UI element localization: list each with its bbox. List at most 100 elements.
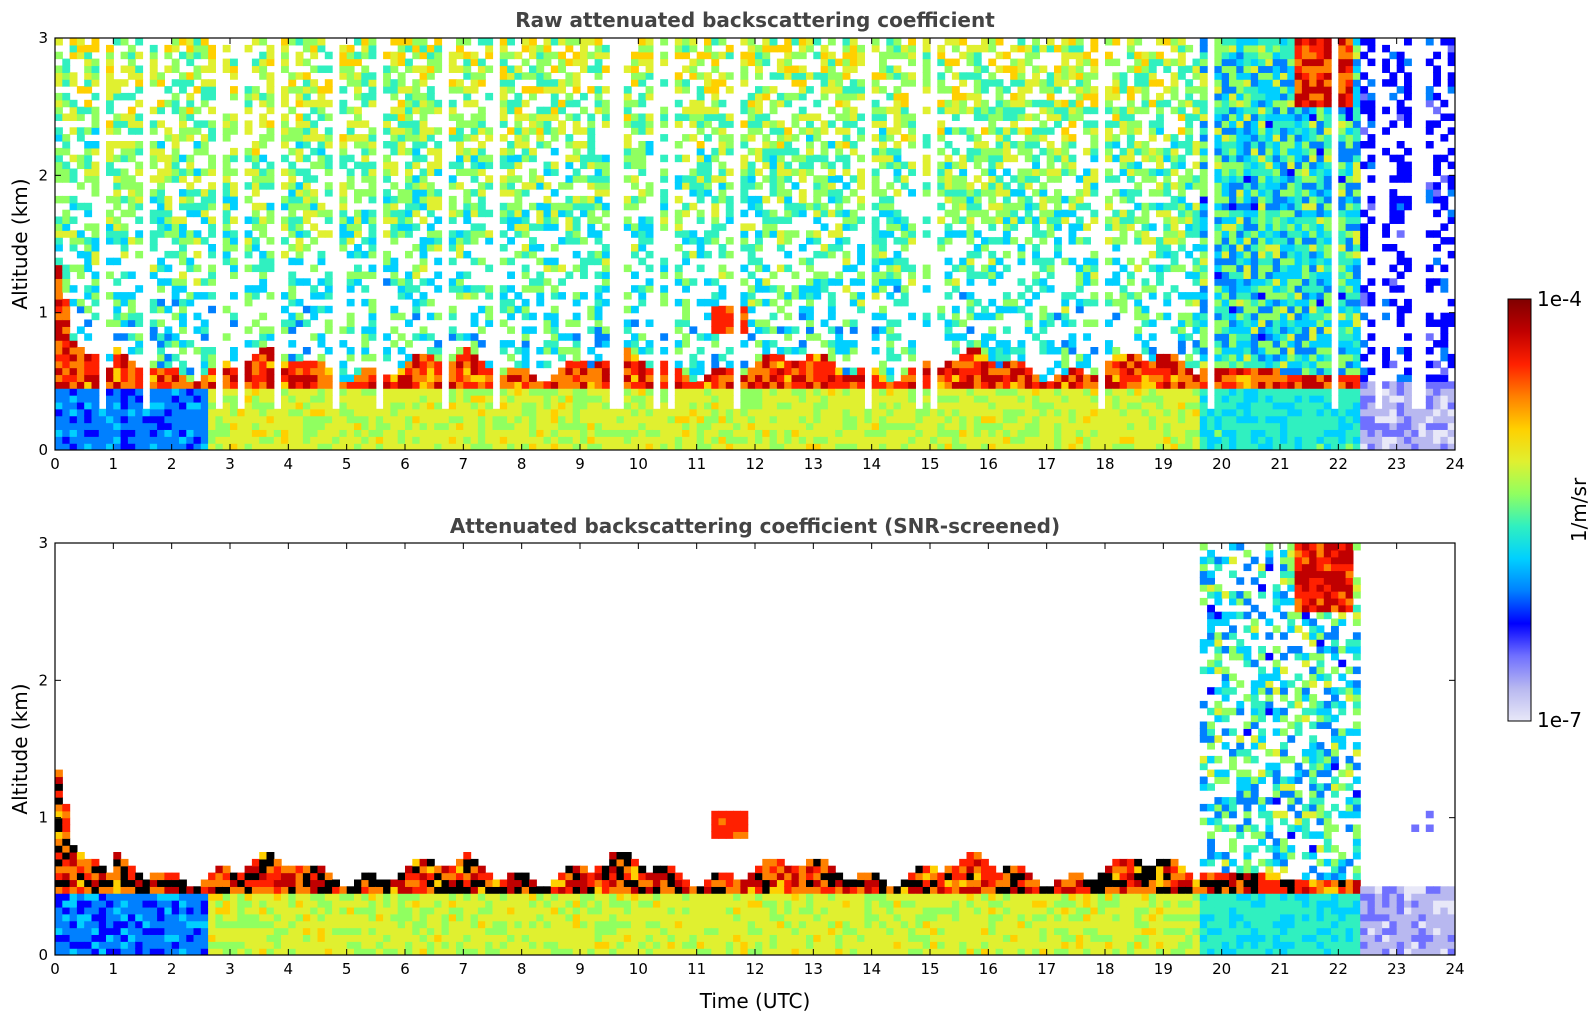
heat-cell	[149, 161, 158, 170]
heat-cell	[456, 113, 464, 121]
heat-cell	[120, 298, 129, 307]
heat-cell	[674, 175, 683, 183]
heat-cell	[827, 353, 836, 362]
heat-cell	[456, 161, 464, 170]
heat-cell	[273, 422, 282, 430]
heat-cell	[324, 161, 333, 170]
heat-cell	[842, 319, 851, 327]
heat-cell	[879, 326, 887, 334]
heat-cell	[98, 429, 107, 437]
heat-cell	[981, 436, 989, 444]
heat-cell	[813, 127, 822, 135]
heat-cell	[842, 120, 851, 128]
heat-cell	[507, 106, 515, 115]
heat-cell	[543, 264, 552, 273]
heat-cell	[405, 216, 413, 224]
heat-cell	[565, 381, 574, 389]
heat-cell	[944, 278, 953, 286]
heat-cell	[354, 429, 362, 437]
heat-cell	[281, 381, 289, 389]
heat-cell	[900, 182, 909, 190]
heat-cell	[820, 395, 829, 403]
heat-cell	[631, 305, 639, 314]
heat-cell	[944, 388, 953, 396]
heat-cell	[288, 429, 297, 437]
heat-cell	[755, 99, 763, 108]
heat-cell	[755, 422, 763, 430]
heat-cell	[127, 443, 136, 450]
heat-cell	[383, 161, 391, 170]
heat-cell	[1032, 154, 1040, 163]
heat-cell	[966, 360, 975, 369]
heat-cell	[908, 408, 916, 417]
heat-cell	[550, 106, 559, 115]
heat-cell	[470, 429, 479, 437]
heat-cell	[106, 106, 114, 115]
heat-cell	[200, 443, 209, 450]
heat-cell	[477, 285, 486, 293]
heat-cell	[317, 367, 326, 376]
heat-cell	[434, 237, 443, 245]
heat-cell	[704, 38, 712, 46]
heat-cell	[951, 58, 960, 67]
heat-cell	[835, 189, 844, 197]
heat-cell	[959, 79, 968, 87]
heat-cell	[317, 374, 326, 382]
heat-cell	[995, 429, 1004, 437]
heat-cell	[1039, 278, 1048, 286]
heat-cell	[200, 319, 209, 327]
heat-cell	[908, 44, 916, 53]
heat-cell	[951, 415, 960, 424]
heat-cell	[507, 147, 515, 156]
heat-cell	[55, 381, 63, 389]
heat-cell	[1054, 374, 1062, 382]
heat-cell	[193, 422, 202, 430]
heat-cell	[791, 38, 800, 46]
heat-cell	[157, 154, 165, 163]
heat-cell	[944, 443, 953, 450]
heat-cell	[1061, 381, 1070, 389]
heat-cell	[208, 189, 216, 197]
heat-cell	[660, 58, 669, 67]
heat-cell	[740, 367, 749, 376]
heat-cell	[412, 86, 421, 94]
heat-cell	[339, 367, 348, 376]
heat-cell	[580, 209, 588, 218]
heat-cell	[281, 92, 289, 101]
heat-cell	[310, 106, 319, 115]
heat-cell	[62, 360, 71, 369]
heat-cell	[434, 388, 443, 396]
heat-cell	[354, 422, 362, 430]
heat-cell	[966, 72, 975, 80]
heat-cell	[951, 312, 960, 321]
heat-cell	[674, 395, 683, 403]
heat-cell	[288, 312, 297, 321]
heat-cell	[806, 38, 814, 46]
heat-cell	[638, 395, 647, 403]
heat-cell	[477, 408, 486, 417]
heat-cell	[886, 347, 895, 355]
heat-cell	[514, 415, 523, 424]
heat-cell	[791, 230, 800, 238]
heat-cell	[1017, 99, 1026, 108]
heat-cell	[747, 305, 756, 314]
heat-cell	[631, 79, 639, 87]
heat-cell	[302, 72, 311, 80]
heat-cell	[222, 367, 231, 376]
heat-cell	[1046, 154, 1055, 163]
heat-cell	[76, 86, 85, 94]
heat-cell	[886, 333, 895, 341]
heat-cell	[375, 415, 384, 424]
heat-cell	[84, 250, 93, 259]
heat-cell	[725, 44, 734, 53]
heat-cell	[1017, 44, 1026, 53]
heat-cell	[310, 408, 319, 417]
heat-cell	[521, 422, 530, 430]
heat-cell	[558, 292, 566, 300]
heat-cell	[711, 415, 720, 424]
heat-cell	[266, 257, 275, 266]
heat-cell	[601, 408, 610, 417]
heat-cell	[507, 436, 515, 444]
heat-cell	[820, 367, 829, 376]
heat-cell	[521, 38, 530, 46]
